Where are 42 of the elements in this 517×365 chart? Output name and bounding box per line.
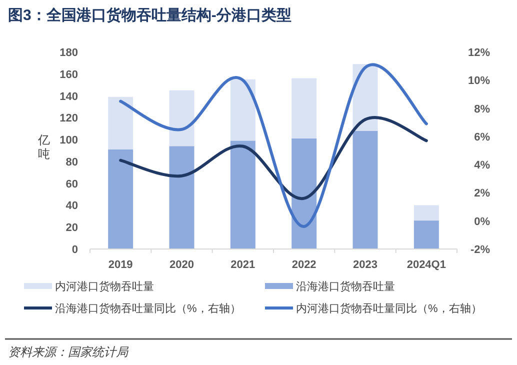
y2-tick-label: 10% — [468, 75, 490, 88]
y-tick-label: 0 — [72, 244, 78, 256]
legend-label: 沿海港口货物吞吐量 — [296, 280, 395, 293]
text: 资料来源：国家统计局 — [8, 345, 129, 359]
y-tick-label: 40 — [66, 200, 78, 212]
y-tick-label: 100 — [60, 134, 78, 147]
y-tick-label: 80 — [66, 156, 78, 168]
x-tick-label: 2020 — [170, 259, 194, 271]
bar — [414, 220, 439, 249]
y2-tick-label: -2% — [470, 244, 490, 256]
bar — [108, 96, 134, 150]
y-tick-label: 160 — [60, 68, 78, 81]
bar — [292, 78, 317, 138]
y2-tick-label: 8% — [474, 103, 490, 116]
bar — [230, 140, 256, 249]
x-tick-label: 2023 — [353, 259, 378, 271]
y-tick-label: 60 — [66, 178, 78, 190]
bar — [352, 130, 378, 249]
bar — [292, 138, 317, 249]
bar — [414, 205, 439, 221]
y-tick-label: 120 — [60, 112, 78, 125]
y2-tick-label: 6% — [474, 131, 490, 144]
x-tick-label: 2019 — [108, 259, 133, 271]
legend-label: 内河港口货物吞吐量 — [55, 280, 154, 293]
bar — [230, 79, 256, 141]
bar — [108, 149, 134, 249]
y2-tick-label: 2% — [474, 188, 490, 200]
legend-label: 沿海港口货物吞吐量同比（%，右轴） — [55, 302, 241, 315]
y-axis-title: 亿吨 — [37, 133, 50, 161]
bar — [169, 146, 194, 249]
bar — [169, 90, 194, 146]
legend-label: 内河港口货物吞吐量同比（%，右轴） — [296, 302, 482, 315]
y2-tick-label: 4% — [474, 160, 490, 172]
y2-tick-label: 0% — [474, 216, 490, 228]
x-tick-label: 2024Q1 — [406, 259, 446, 271]
y-tick-label: 20 — [66, 222, 78, 234]
y-tick-label: 140 — [60, 90, 78, 103]
chart-title: 图3：全国港口货物吞吐量结构-分港口类型 — [8, 7, 292, 24]
x-tick-label: 2021 — [230, 259, 256, 271]
x-tick-label: 2022 — [292, 259, 316, 271]
y2-tick-label: 12% — [468, 47, 490, 59]
y-tick-label: 180 — [60, 47, 78, 59]
